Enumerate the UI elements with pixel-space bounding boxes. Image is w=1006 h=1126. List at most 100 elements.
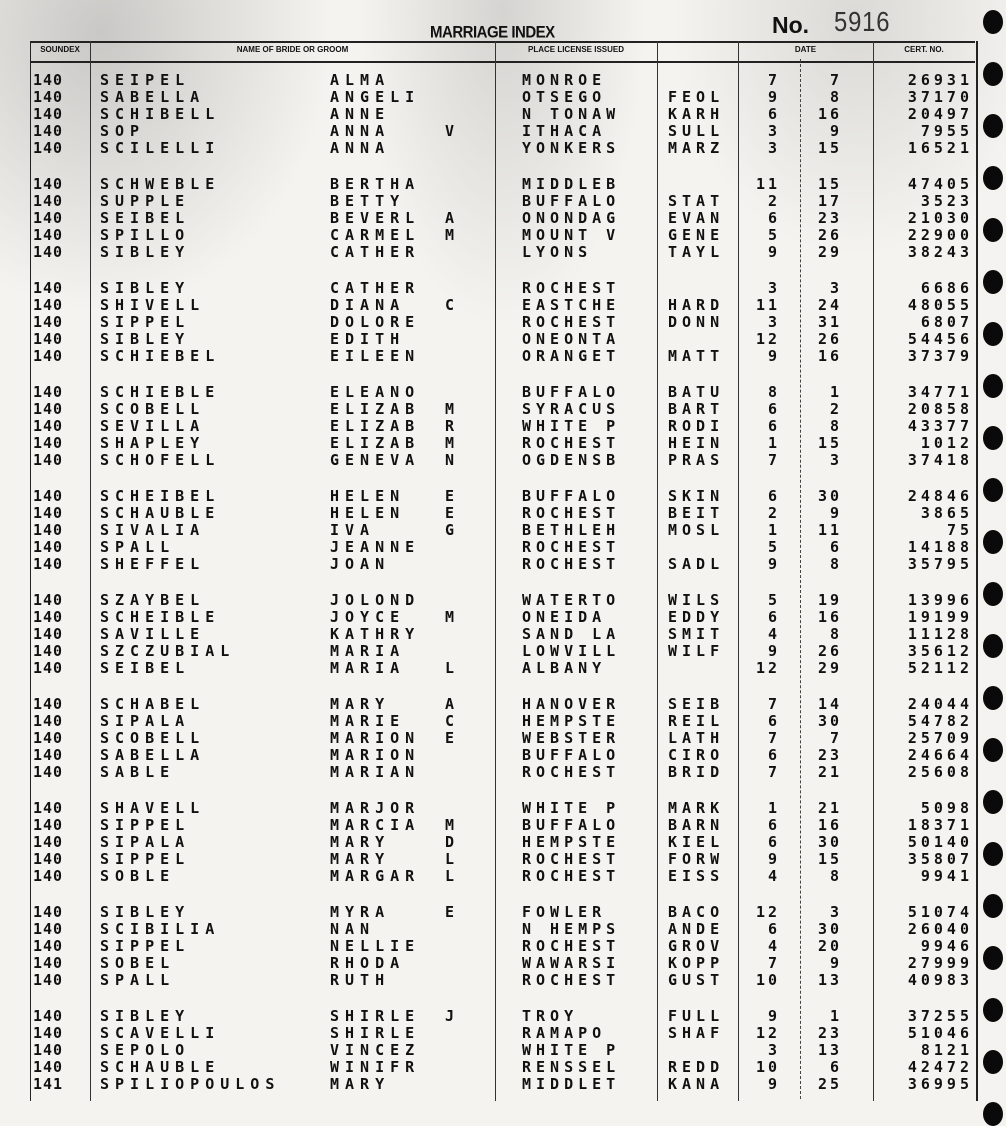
soundex-code: 140 [33,192,64,210]
given-name: VINCEZ [330,1041,421,1059]
day: 30 [817,712,842,730]
officiant-code: BRID [668,763,725,781]
soundex-code: 140 [33,1058,64,1076]
day: 30 [817,487,842,505]
table-row: 140 SABELLA MARION BUFFALO CIRO 6 23 24664 [0,747,980,764]
soundex-code: 140 [33,746,64,764]
surname: SCOBELL [100,400,206,418]
surname: SCHIEBLE [100,383,221,401]
day: 1 [829,383,842,401]
soundex-code: 140 [33,712,64,730]
officiant-code: EISS [668,867,725,885]
binder-hole [983,166,1003,190]
officiant-code: GENE [668,226,725,244]
day: 24 [817,296,842,314]
soundex-code: 140 [33,1041,64,1059]
month: 3 [767,313,780,331]
officiant-code: REDD [668,1058,725,1076]
officiant-code: REIL [668,712,725,730]
certificate-number: 26040 [907,920,973,938]
surname: SCOBELL [100,729,206,747]
license-place: RAMAPO [522,1024,607,1042]
given-name: MYRA [330,903,391,921]
certificate-number: 6807 [920,313,973,331]
soundex-code: 140 [33,695,64,713]
certificate-number: 1012 [920,434,973,452]
table-row: 140 SZCZUBIAL MARIA LOWVILL WILF 9 26 35612 [0,643,980,660]
table-row: 140 SCILELLI ANNA YONKERS MARZ 3 15 16521 [0,140,980,157]
table-row: 140 SOBLE MARGAR L ROCHEST EISS 4 8 9941 [0,868,980,885]
table-row: 140 SCOBELL MARION E WEBSTER LATH 7 7 25709 [0,730,980,747]
binder-hole [983,1050,1003,1074]
soundex-code: 140 [33,625,64,643]
surname: SCHAUBLE [100,504,221,522]
middle-initial: D [445,833,455,851]
license-place: BUFFALO [522,487,621,505]
certificate-number: 3865 [920,504,973,522]
surname: SPALL [100,971,176,989]
table-row: 140 SIBLEY MYRA E FOWLER BACO 12 3 51074 [0,904,980,921]
month: 11 [755,296,780,314]
given-name: ANNA [330,122,391,140]
license-place: N TONAW [522,105,621,123]
surname: SCAVELLI [100,1024,221,1042]
soundex-code: 140 [33,591,64,609]
soundex-code: 141 [33,1075,64,1093]
table-header [30,41,975,63]
header-place: PLACE LICENSE ISSUED [527,45,624,54]
soundex-code: 140 [33,816,64,834]
certificate-number: 35795 [907,555,973,573]
officiant-code: BARN [668,816,725,834]
table-row: 140 SEIPEL ALMA MONROE 7 7 26931 [0,72,980,89]
middle-initial: M [445,434,455,452]
month: 1 [767,521,780,539]
given-name: RHODA [330,954,406,972]
surname: SCILELLI [100,139,221,157]
officiant-code: EVAN [668,209,725,227]
officiant-code: MARK [668,799,725,817]
table-row: 140 SPALL JEANNE ROCHEST 5 6 14188 [0,539,980,556]
officiant-code: SULL [668,122,725,140]
license-place: BETHLEH [522,521,621,539]
certificate-number: 37255 [907,1007,973,1025]
month: 9 [767,642,780,660]
soundex-code: 140 [33,729,64,747]
surname: SABLE [100,763,176,781]
officiant-code: PRAS [668,451,725,469]
officiant-code: BACO [668,903,725,921]
table-row: 140 SIPPEL DOLORE ROCHEST DONN 3 31 6807 [0,314,980,331]
day: 15 [817,850,842,868]
table-row: 140 SHEFFEL JOAN ROCHEST SADL 9 8 35795 [0,556,980,573]
middle-initial: E [445,903,455,921]
given-name: RUTH [330,971,391,989]
license-place: WEBSTER [522,729,621,747]
license-place: ONEONTA [522,330,621,348]
middle-initial: V [445,122,455,140]
license-place: ALBANY [522,659,607,677]
month: 6 [767,920,780,938]
certificate-number: 43377 [907,417,973,435]
given-name: KATHRY [330,625,421,643]
month: 12 [755,1024,780,1042]
month: 7 [767,763,780,781]
given-name: ALMA [330,71,391,89]
certificate-number: 5098 [920,799,973,817]
document-title: MARRIAGE INDEX [430,23,555,42]
certificate-number: 9941 [920,867,973,885]
table-row: 140 SIPPEL NELLIE ROCHEST GROV 4 20 9946 [0,938,980,955]
license-place: HANOVER [522,695,621,713]
month: 7 [767,729,780,747]
license-place: ROCHEST [522,971,621,989]
certificate-number: 25608 [907,763,973,781]
soundex-code: 140 [33,122,64,140]
license-place: ROCHEST [522,504,621,522]
day: 25 [817,1075,842,1093]
month: 9 [767,88,780,106]
month: 9 [767,243,780,261]
certificate-number: 6686 [920,279,973,297]
officiant-code: KARH [668,105,725,123]
surname: SOBLE [100,867,176,885]
surname: SCHOFELL [100,451,221,469]
surname: SUPPLE [100,192,191,210]
column-divider [657,41,658,1101]
